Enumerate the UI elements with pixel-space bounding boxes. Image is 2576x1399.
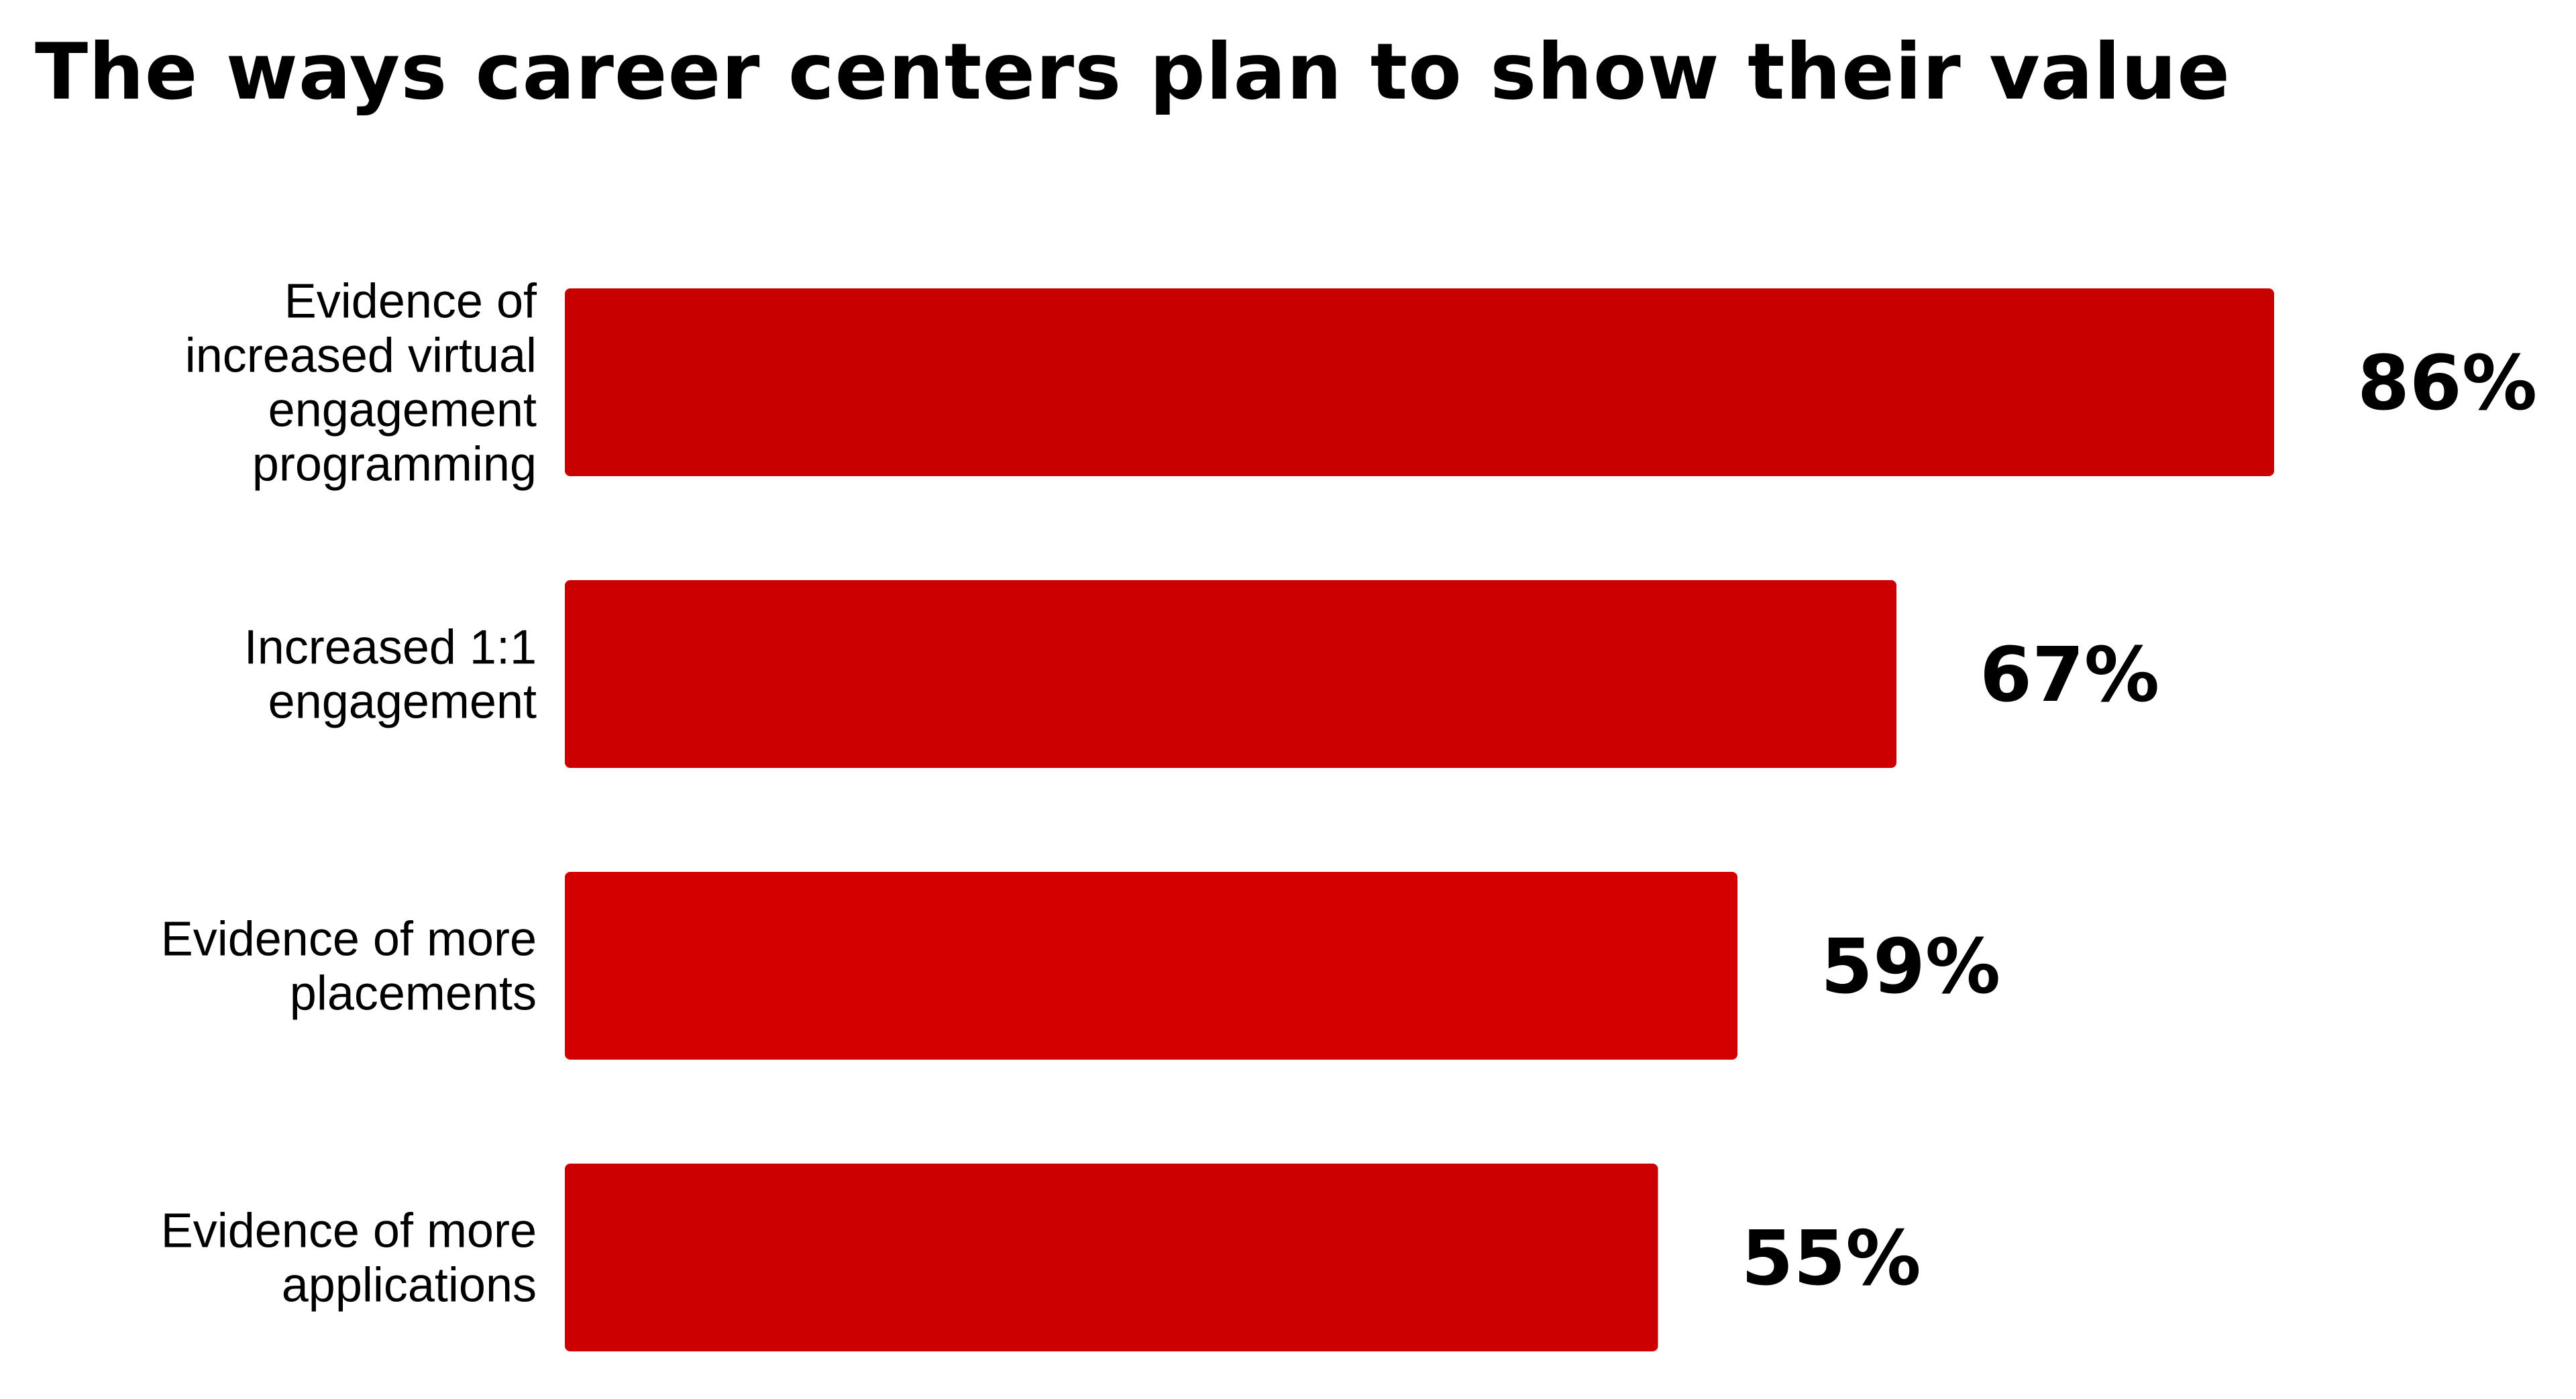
category-label-2: Increased 1:1 engagement <box>244 621 537 729</box>
bar-2 <box>565 580 1897 768</box>
bars-layer <box>565 288 2274 1351</box>
category-label-line: increased virtual <box>185 329 537 383</box>
bar-3 <box>565 872 1738 1060</box>
category-label-line: Evidence of more <box>161 1205 537 1258</box>
category-label-1: Evidence of increased virtual engagement pr… <box>185 275 537 492</box>
category-label-3: Evidence of more placements <box>161 913 537 1021</box>
category-label-line: Increased 1:1 <box>244 621 537 675</box>
category-labels: Evidence of increased virtual engagement pr… <box>161 275 537 1312</box>
category-label-4: Evidence of more applications <box>161 1205 537 1312</box>
category-label-line: placements <box>290 967 537 1021</box>
category-label-line: engagement <box>268 384 537 437</box>
value-label-1: 86% <box>2357 340 2537 427</box>
bar-4 <box>565 1164 1658 1351</box>
chart-title: The ways career centers plan to show the… <box>35 27 2231 117</box>
category-label-line: applications <box>282 1259 537 1312</box>
category-label-line: engagement <box>268 675 537 729</box>
value-label-3: 59% <box>1821 924 2000 1011</box>
category-label-line: programming <box>252 438 537 492</box>
bar-1 <box>565 288 2274 476</box>
category-label-line: Evidence of more <box>161 913 537 966</box>
value-label-2: 67% <box>1980 632 2159 719</box>
value-labels: 86% 67% 59% 55% <box>1741 340 2538 1302</box>
value-label-4: 55% <box>1741 1215 1921 1302</box>
category-label-line: Evidence of <box>284 275 537 329</box>
